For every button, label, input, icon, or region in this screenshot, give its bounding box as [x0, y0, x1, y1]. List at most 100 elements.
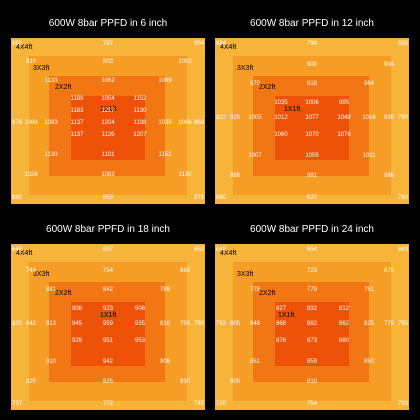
- ppfd-value: 876: [275, 338, 287, 344]
- ppfd-value: 1077: [305, 115, 319, 121]
- ppfd-value: 842: [102, 287, 114, 293]
- ppfd-value: 720: [215, 401, 227, 407]
- ppfd-value: 1076: [337, 132, 351, 138]
- ppfd-value: 723: [306, 268, 318, 274]
- zone-1x1: [275, 302, 349, 366]
- ppfd-value: 1070: [305, 132, 319, 138]
- ppfd-value: 1082: [101, 172, 115, 178]
- ppfd-value: 751: [363, 287, 375, 293]
- ppfd-value: 1060: [274, 132, 288, 138]
- ppfd-value: 859: [306, 359, 318, 365]
- ppfd-value: 805: [229, 379, 241, 385]
- ppfd-value: 1152: [158, 152, 172, 158]
- ppfd-value: 832: [306, 306, 318, 312]
- ppfd-value: 910: [45, 359, 57, 365]
- ppfd-value: 779: [306, 287, 318, 293]
- ppfd-value: 981: [306, 173, 318, 179]
- ppfd-value: 1069: [158, 78, 172, 84]
- ppfd-value: 1217: [101, 108, 115, 114]
- ppfd-value: 805: [229, 321, 241, 327]
- zone-label-2x2: 2X2ft: [55, 290, 72, 297]
- chart-title: 600W 8bar PPFD in 6 inch: [48, 18, 168, 29]
- panel-18-inch: 600W 8bar PPFD in 18 inch 4X4ft 3X3ft 2X…: [11, 224, 205, 410]
- ppfd-value: 850: [363, 359, 375, 365]
- ppfd-value: 825: [25, 379, 37, 385]
- ppfd-value: 1183: [70, 108, 84, 114]
- ppfd-value: 880: [215, 195, 227, 201]
- ppfd-value: 880: [338, 338, 350, 344]
- ppfd-value: 790: [397, 115, 409, 121]
- zone-label-4x4: 4X4ft: [220, 250, 237, 257]
- ppfd-value: 862: [338, 321, 350, 327]
- ppfd-value: 793: [397, 401, 409, 407]
- ppfd-value: 923: [102, 306, 114, 312]
- ppfd-map: 4X4ft 3X3ft 2X2ft 1X1ft 684 794 685 900 904 9…: [215, 38, 409, 204]
- zone-label-2x2: 2X2ft: [55, 84, 72, 91]
- ppfd-value: 787: [102, 41, 114, 47]
- ppfd-value: 745: [193, 401, 205, 407]
- ppfd-value: 789: [159, 287, 171, 293]
- ppfd-value: 779: [383, 321, 395, 327]
- ppfd-value: 790: [193, 321, 205, 327]
- zone-label-1x1: 1X1ft: [284, 106, 301, 113]
- ppfd-value: 654: [306, 247, 318, 253]
- ppfd-value: 848: [249, 321, 261, 327]
- ppfd-value: 945: [71, 321, 83, 327]
- chart-title: 600W 8bar PPFD in 12 inch: [250, 18, 374, 29]
- ppfd-value: 1133: [44, 78, 58, 84]
- ppfd-map: 4X4ft 3X3ft 2X2ft 1X1ft 665 787 954 910 803 1…: [11, 38, 205, 204]
- ppfd-value: 780: [397, 195, 409, 201]
- ppfd-value: 986: [229, 173, 241, 179]
- ppfd-value: 825: [363, 321, 375, 327]
- ppfd-value: 995: [338, 100, 350, 106]
- ppfd-value: 1126: [101, 132, 115, 138]
- ppfd-value: 1189: [70, 96, 84, 102]
- ppfd-value: 812: [338, 306, 350, 312]
- zone-label-3x3: 3X3ft: [237, 271, 254, 278]
- ppfd-value: 685: [397, 41, 409, 47]
- ppfd-value: 795: [397, 321, 409, 327]
- zone-label-3x3: 3X3ft: [237, 65, 254, 72]
- ppfd-value: 868: [275, 321, 287, 327]
- ppfd-value: 668: [179, 268, 191, 274]
- ppfd-value: 748: [25, 268, 37, 274]
- chart-title: 600W 8bar PPFD in 24 inch: [250, 224, 374, 235]
- ppfd-value: 853: [102, 195, 114, 201]
- ppfd-value: 1006: [305, 100, 319, 106]
- ppfd-value: 1152: [133, 96, 147, 102]
- ppfd-value: 970: [249, 81, 261, 87]
- ppfd-value: 1130: [44, 152, 58, 158]
- ppfd-value: 792: [215, 321, 227, 327]
- ppfd-value: 1035: [158, 120, 172, 126]
- ppfd-value: 913: [45, 321, 57, 327]
- ppfd-value: 1016: [362, 115, 376, 121]
- ppfd-value: 640: [215, 247, 227, 253]
- ppfd-value: 935: [134, 321, 146, 327]
- ppfd-map: 4X4ft 3X3ft 2X2ft 1X1ft 648 697 659 748 754 6…: [11, 244, 205, 410]
- ppfd-value: 1198: [133, 120, 147, 126]
- ppfd-map: 4X4ft 3X3ft 2X2ft 1X1ft 640 654 663 723 675 7…: [215, 244, 409, 410]
- ppfd-value: 665: [11, 41, 23, 47]
- ppfd-value: 810: [306, 379, 318, 385]
- ppfd-value: 959: [102, 321, 114, 327]
- ppfd-value: 794: [306, 41, 318, 47]
- ppfd-value: 1137: [70, 120, 84, 126]
- panel-24-inch: 600W 8bar PPFD in 24 inch 4X4ft 3X3ft 2X…: [215, 224, 409, 410]
- zone-1x1: [71, 96, 145, 160]
- ppfd-value: 936: [383, 115, 395, 121]
- ppfd-value: 878: [11, 120, 23, 126]
- ppfd-value: 1005: [248, 115, 262, 121]
- ppfd-value: 1137: [70, 132, 84, 138]
- zone-1x1: [71, 302, 145, 366]
- ppfd-value: 1068: [24, 120, 38, 126]
- ppfd-value: 929: [71, 338, 83, 344]
- ppfd-value: 1101: [101, 152, 115, 158]
- zone-label-4x4: 4X4ft: [16, 44, 33, 51]
- ppfd-value: 663: [397, 247, 409, 253]
- ppfd-value: 1066: [178, 120, 192, 126]
- chart-title: 600W 8bar PPFD in 18 inch: [46, 224, 170, 235]
- ppfd-value: 880: [11, 195, 23, 201]
- ppfd-value: 954: [193, 41, 205, 47]
- ppfd-value: 648: [11, 247, 23, 253]
- ppfd-value: 881: [45, 287, 57, 293]
